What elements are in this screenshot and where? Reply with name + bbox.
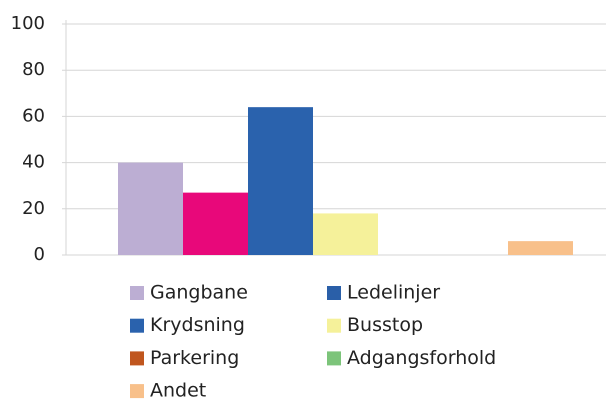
legend-swatch [130,384,144,399]
bar [183,192,248,255]
y-tick-label: 100 [11,13,45,34]
bar [118,162,183,255]
legend-label: Ledelinjer [347,282,440,304]
legend-swatch [130,318,144,333]
legend-label: Adgangsforhold [347,347,496,369]
legend-label: Parkering [150,347,239,369]
y-tick-label: 80 [22,59,45,80]
y-tick-label: 0 [34,244,45,265]
y-tick-label: 60 [22,105,45,126]
legend-label: Andet [150,380,206,402]
bar [313,213,378,255]
legend-swatch [130,351,144,366]
bar [508,241,573,255]
legend-swatch [327,351,341,366]
legend-swatch [130,286,144,300]
y-tick-label: 40 [22,152,45,173]
legend-swatch [327,318,341,333]
legend-swatch [327,286,341,300]
y-tick-label: 20 [22,198,45,219]
legend-label: Busstop [347,314,423,336]
bar [248,107,313,255]
legend-label: Krydsning [150,314,245,336]
legend-label: Gangbane [150,282,248,304]
